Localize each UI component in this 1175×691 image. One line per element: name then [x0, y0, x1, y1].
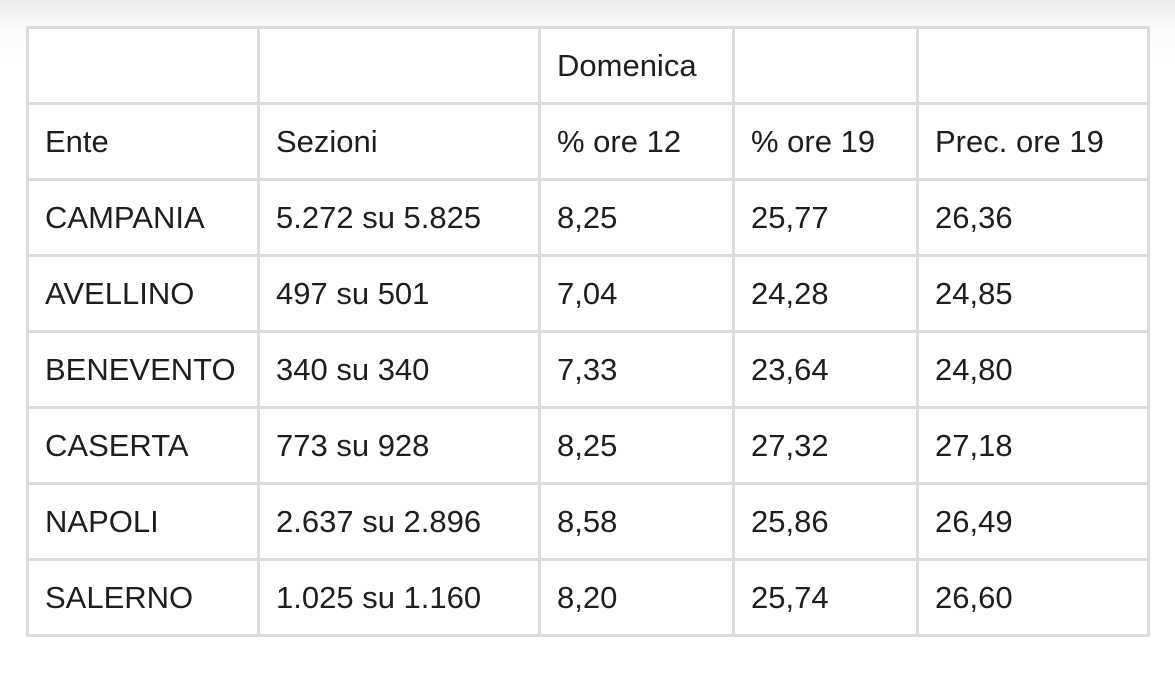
- data-cell: 8,58: [538, 482, 735, 561]
- data-cell: 24,28: [732, 254, 919, 333]
- data-row: NAPOLI 2.637 su 2.896 8,58 25,86 26,49: [26, 482, 1150, 561]
- data-cell: BENEVENTO: [26, 330, 260, 409]
- data-cell: 1.025 su 1.160: [257, 558, 541, 637]
- data-cell: 25,86: [732, 482, 919, 561]
- data-row: SALERNO 1.025 su 1.160 8,20 25,74 26,60: [26, 558, 1150, 637]
- data-cell: NAPOLI: [26, 482, 260, 561]
- data-cell: 8,25: [538, 178, 735, 257]
- header-cell: % ore 12: [538, 102, 735, 181]
- data-cell: 23,64: [732, 330, 919, 409]
- data-cell: 24,85: [916, 254, 1150, 333]
- header-row: Ente Sezioni% ore 12% ore 19 Prec. ore 19: [26, 102, 1150, 181]
- table-body: Domenica Ente Sezioni% ore 12% ore 19 Prec.…: [26, 26, 1150, 637]
- data-cell: 8,20: [538, 558, 735, 637]
- data-cell: 27,32: [732, 406, 919, 485]
- data-row: CASERTA 773 su 928 8,25 27,32 27,18: [26, 406, 1150, 485]
- data-cell: 7,04: [538, 254, 735, 333]
- data-cell: AVELLINO: [26, 254, 260, 333]
- header-cell: % ore 19: [732, 102, 919, 181]
- data-row: AVELLINO 497 su 501 7,04 24,28 24,85: [26, 254, 1150, 333]
- data-cell: CASERTA: [26, 406, 260, 485]
- data-cell: 25,74: [732, 558, 919, 637]
- data-cell: 26,36: [916, 178, 1150, 257]
- data-cell: 497 su 501: [257, 254, 541, 333]
- data-row: BENEVENTO 340 su 340 7,33 23,64 24,80: [26, 330, 1150, 409]
- data-cell: 8,25: [538, 406, 735, 485]
- data-cell: SALERNO: [26, 558, 260, 637]
- empty-cell: [257, 26, 541, 105]
- group-header-row: Domenica: [26, 26, 1150, 105]
- header-cell: Ente: [26, 102, 260, 181]
- data-cell: 773 su 928: [257, 406, 541, 485]
- data-cell: 340 su 340: [257, 330, 541, 409]
- data-row: CAMPANIA 5.272 su 5.825 8,25 25,77 26,36: [26, 178, 1150, 257]
- header-cell: Prec. ore 19: [916, 102, 1150, 181]
- data-cell: 27,18: [916, 406, 1150, 485]
- data-cell: 25,77: [732, 178, 919, 257]
- data-cell: 5.272 su 5.825: [257, 178, 541, 257]
- empty-cell: [916, 26, 1150, 105]
- data-cell: CAMPANIA: [26, 178, 260, 257]
- group-header-cell: Domenica: [538, 26, 735, 105]
- header-cell: Sezioni: [257, 102, 541, 181]
- empty-cell: [732, 26, 919, 105]
- data-cell: 2.637 su 2.896: [257, 482, 541, 561]
- data-cell: 24,80: [916, 330, 1150, 409]
- data-cell: 7,33: [538, 330, 735, 409]
- data-cell: 26,60: [916, 558, 1150, 637]
- turnout-table: Domenica Ente Sezioni% ore 12% ore 19 Prec.…: [26, 26, 1150, 637]
- data-cell: 26,49: [916, 482, 1150, 561]
- empty-cell: [26, 26, 260, 105]
